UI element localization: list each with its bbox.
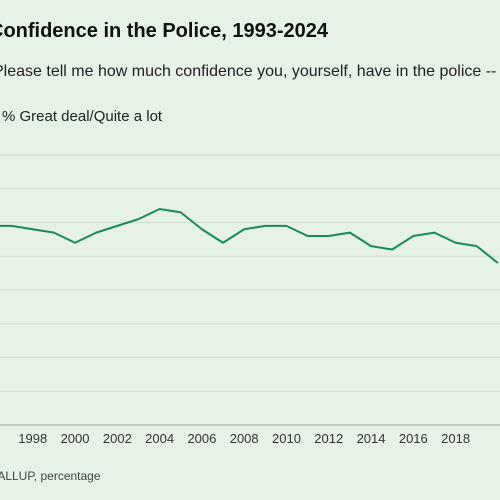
x-tick-label: 2004 [145,431,174,446]
x-tick-label: 2008 [230,431,259,446]
chart-source: GALLUP, percentage [0,469,101,483]
gridlines [0,154,500,426]
x-tick-label: 2000 [61,431,90,446]
x-tick-label: 2014 [357,431,386,446]
chart-subtitle: Please tell me how much confidence you, … [0,63,500,80]
chart-title: Confidence in the Police, 1993-2024 [0,20,329,42]
x-tick-label: 2006 [187,431,216,446]
series-line [0,208,499,264]
series-label: % Great deal/Quite a lot [2,108,163,125]
x-tick-label: 1998 [18,431,47,446]
x-tick-label: 2002 [103,431,132,446]
x-tick-labels: 1998 2000 2002 2004 2006 2008 2010 2012 2014 2016… [18,431,470,446]
x-tick-label: 2012 [314,431,343,446]
series-lines [0,208,499,264]
x-tick-label: 2018 [441,431,470,446]
x-tick-label: 2010 [272,431,301,446]
x-tick-label: 2016 [399,431,428,446]
